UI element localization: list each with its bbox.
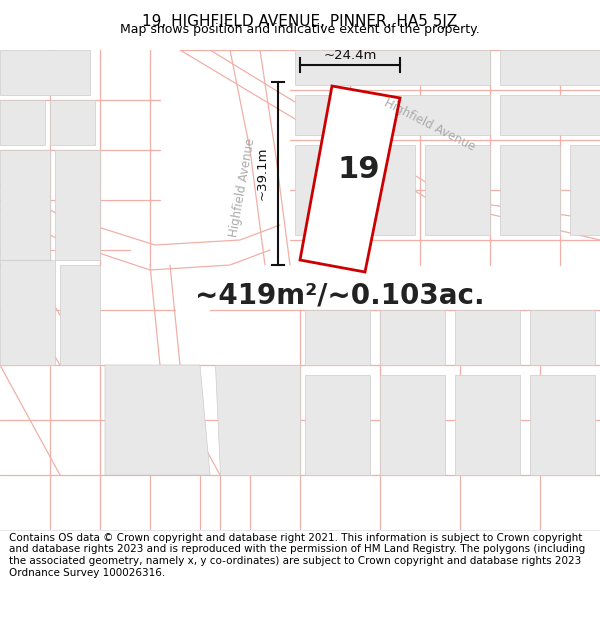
Text: Map shows position and indicative extent of the property.: Map shows position and indicative extent… bbox=[120, 23, 480, 36]
Polygon shape bbox=[105, 365, 210, 475]
Polygon shape bbox=[570, 145, 600, 235]
Polygon shape bbox=[60, 265, 100, 365]
Polygon shape bbox=[55, 150, 100, 260]
Text: ~419m²/~0.103ac.: ~419m²/~0.103ac. bbox=[195, 281, 485, 309]
Polygon shape bbox=[500, 50, 600, 85]
Text: Highfield Avenue: Highfield Avenue bbox=[382, 96, 478, 154]
Text: ~39.1m: ~39.1m bbox=[256, 147, 269, 200]
Polygon shape bbox=[305, 310, 370, 365]
Polygon shape bbox=[295, 50, 490, 85]
Polygon shape bbox=[530, 310, 595, 365]
Polygon shape bbox=[295, 95, 345, 135]
Polygon shape bbox=[0, 150, 50, 260]
Text: 19, HIGHFIELD AVENUE, PINNER, HA5 5JZ: 19, HIGHFIELD AVENUE, PINNER, HA5 5JZ bbox=[142, 14, 458, 29]
Text: ~24.4m: ~24.4m bbox=[323, 49, 377, 62]
Polygon shape bbox=[380, 310, 445, 365]
Polygon shape bbox=[455, 310, 520, 365]
Polygon shape bbox=[355, 145, 415, 235]
Polygon shape bbox=[380, 375, 445, 475]
Text: Contains OS data © Crown copyright and database right 2021. This information is : Contains OS data © Crown copyright and d… bbox=[9, 533, 585, 578]
Polygon shape bbox=[425, 145, 490, 235]
Polygon shape bbox=[455, 375, 520, 475]
Polygon shape bbox=[305, 375, 370, 475]
Polygon shape bbox=[295, 145, 345, 235]
Text: 19: 19 bbox=[338, 154, 380, 184]
Polygon shape bbox=[50, 100, 95, 145]
Polygon shape bbox=[500, 145, 560, 235]
Polygon shape bbox=[0, 50, 90, 95]
Polygon shape bbox=[215, 365, 300, 475]
Polygon shape bbox=[355, 95, 490, 135]
Polygon shape bbox=[0, 100, 45, 145]
Polygon shape bbox=[300, 86, 400, 272]
Polygon shape bbox=[530, 375, 595, 475]
Polygon shape bbox=[500, 95, 600, 135]
Text: Highfield Avenue: Highfield Avenue bbox=[227, 138, 257, 239]
Polygon shape bbox=[0, 260, 55, 365]
